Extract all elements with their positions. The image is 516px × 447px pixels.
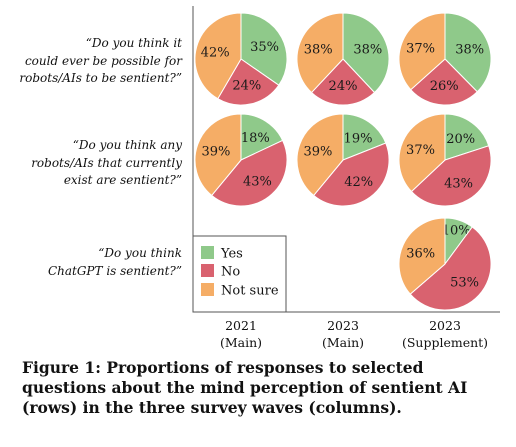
legend: Yes No Not sure — [192, 235, 287, 313]
row-question-labels: “Do you think it could ever be possible f… — [19, 36, 183, 278]
pie-slice-label-not-sure: 39% — [201, 145, 230, 160]
question-label-row2-line2: robots/AIs that currently — [31, 156, 182, 170]
pie-slice-no — [410, 58, 478, 106]
pie-slice-no — [217, 58, 280, 106]
pie-slice-label-yes: 10% — [442, 223, 471, 238]
pie-slice-not-sure — [398, 113, 446, 193]
pie-slice-not-sure — [194, 12, 242, 100]
pie-slice-label-not-sure: 39% — [303, 145, 332, 160]
pie-row2-col2: 19% 42% 39% — [296, 113, 390, 207]
pie-slice-label-no: 53% — [450, 276, 479, 291]
pie-row1-col2: 38% 24% 38% — [296, 12, 390, 106]
pie-row2-col3: 20% 43% 37% — [398, 113, 492, 207]
pie-slice-yes — [342, 113, 387, 161]
pie-slice-label-yes: 18% — [241, 131, 270, 146]
legend-label-not-sure: Not sure — [221, 284, 279, 299]
column-label-2-line2: (Main) — [322, 335, 364, 350]
pie-slice-label-no: 43% — [444, 177, 473, 192]
legend-swatch-not-sure — [201, 283, 214, 296]
question-label-row2-line3: exist are sentient?” — [64, 173, 182, 187]
pie-slice-no — [410, 145, 492, 207]
pie-slice-no — [210, 139, 288, 207]
pie-slice-yes — [444, 113, 490, 161]
legend-label-no: No — [221, 265, 240, 280]
pie-slice-label-not-sure: 38% — [304, 43, 333, 58]
legend-swatch-yes — [201, 246, 214, 259]
column-label-1-line2: (Main) — [220, 335, 262, 350]
question-label-row3-line1: “Do you think — [98, 246, 182, 260]
legend-swatch-no — [201, 264, 214, 277]
figure-caption: Figure 1: Proportions of responses to se… — [22, 358, 468, 417]
pie-slice-not-sure — [296, 113, 344, 197]
pie-slice-label-not-sure: 42% — [201, 46, 230, 61]
question-label-row2-line1: “Do you think any — [73, 138, 182, 152]
pie-grid: 35% 24% 42% 38% 24% 38% 38% 26% 37% 18% 43% 39% 19% 4… — [194, 12, 492, 311]
question-label-row1-line3: robots/AIs to be sentient?” — [19, 71, 182, 85]
pie-row2-col1: 18% 43% 39% — [194, 113, 288, 207]
column-label-3-line1: 2023 — [429, 318, 461, 333]
pie-slice-label-yes: 20% — [446, 132, 475, 147]
column-label-1-line1: 2021 — [225, 318, 257, 333]
question-label-row1-line2: could ever be possible for — [25, 54, 183, 68]
pie-slice-label-no: 43% — [243, 175, 272, 190]
pie-slice-label-not-sure: 37% — [406, 143, 435, 158]
pie-slice-not-sure — [398, 217, 446, 295]
pie-slice-label-yes: 38% — [353, 43, 382, 58]
pie-slice-label-not-sure: 36% — [406, 246, 435, 261]
pie-slice-yes — [240, 12, 288, 86]
question-label-row3-line2: ChatGPT is sentient?” — [48, 264, 182, 278]
pie-slice-yes — [240, 113, 284, 161]
pie-row1-col1: 35% 24% 42% — [194, 12, 288, 106]
pie-slice-not-sure — [296, 12, 344, 94]
pie-slice-label-not-sure: 37% — [406, 42, 435, 57]
pie-row1-col3: 38% 26% 37% — [398, 12, 492, 106]
legend-label-yes: Yes — [220, 247, 243, 262]
question-label-row1-line1: “Do you think it — [86, 36, 182, 50]
pie-slice-not-sure — [194, 113, 242, 197]
pie-slice-label-no: 24% — [329, 79, 358, 94]
column-label-2-line1: 2023 — [327, 318, 359, 333]
pie-slice-no — [312, 142, 390, 207]
pie-slice-label-no: 42% — [344, 175, 373, 190]
column-labels: 2021 (Main) 2023 (Main) 2023 (Supplement) — [220, 318, 488, 350]
pie-slice-label-no: 24% — [232, 79, 261, 94]
pie-slice-label-no: 26% — [430, 79, 459, 94]
pie-slice-no — [310, 58, 376, 106]
pie-slice-yes — [444, 12, 492, 93]
pie-slice-no — [409, 226, 492, 311]
pie-slice-yes — [342, 12, 390, 94]
pie-slice-label-yes: 19% — [344, 131, 373, 146]
pie-row3-col3: 10% 53% 36% — [398, 217, 492, 311]
column-label-3-line2: (Supplement) — [402, 335, 488, 350]
pie-slice-label-yes: 38% — [455, 42, 484, 57]
pie-slice-label-yes: 35% — [250, 40, 279, 55]
pie-slice-not-sure — [398, 12, 446, 91]
